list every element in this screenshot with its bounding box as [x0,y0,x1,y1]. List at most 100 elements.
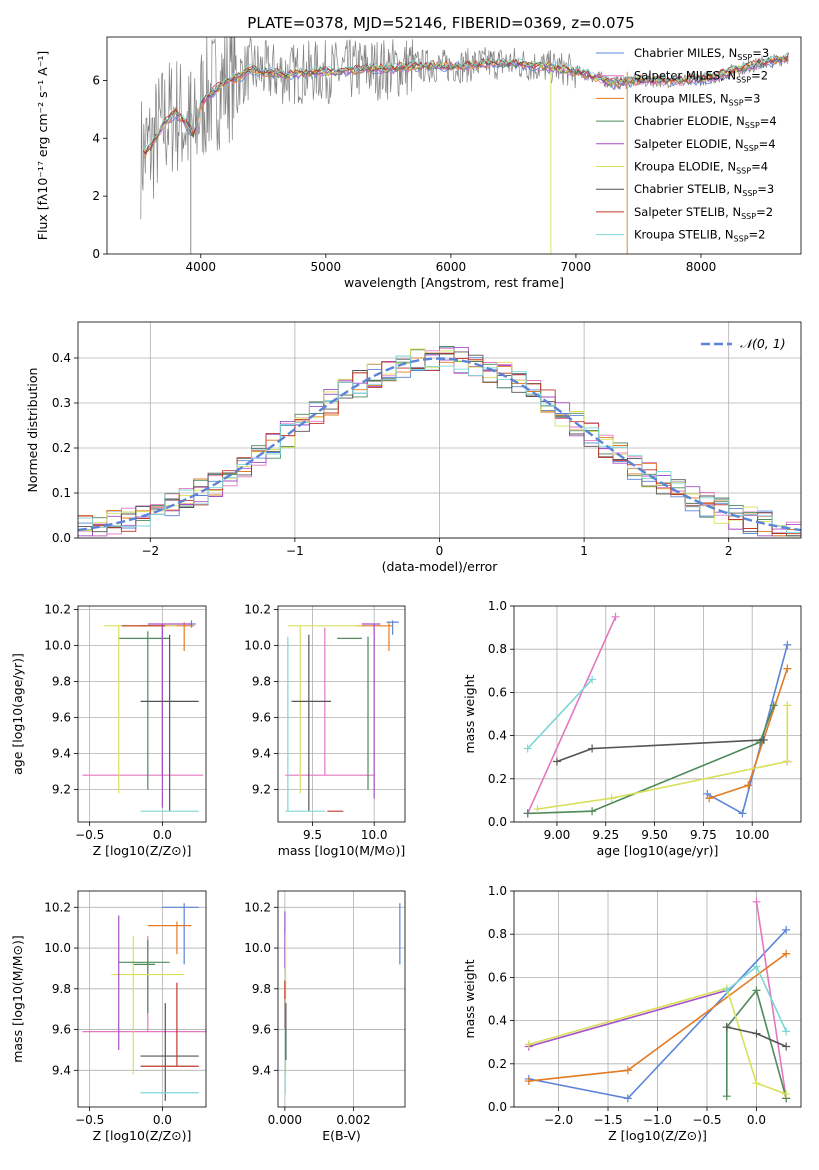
legend-nssp: =2 [756,205,773,219]
legend-nssp: =4 [751,160,768,174]
weight-marker [523,744,532,753]
legend-name: Chabrier MILES, N [634,46,737,60]
y-tick-label: 1.0 [488,884,507,898]
legend-name: Salpeter STELIB, N [634,205,741,219]
x-tick-label: −0.5 [75,828,104,842]
plot-area [284,903,401,1095]
legend-name: Kroupa STELIB, N [634,228,734,242]
x-tick-label: 10.0 [361,828,388,842]
legend-nssp: =4 [759,137,776,151]
y-tick-label: 9.4 [52,1063,71,1077]
legend-nssp: =3 [757,182,774,196]
normal-curve [78,357,801,532]
weight-marker [611,612,620,621]
x-axis-label: Z [log10(Z/Z⊙)] [93,843,192,858]
y-tick-label: 0.3 [52,396,71,410]
residual-histogram [78,346,801,537]
weight-line [537,705,789,810]
legend-name: Chabrier STELIB, N [634,182,742,196]
legend-nssp: =4 [760,114,777,128]
weight-marker [782,925,791,934]
y-tick-label: 0.4 [488,1014,507,1028]
legend-subscript: SSP [736,76,751,85]
plot-area [523,612,792,818]
y-tick-label: 4 [92,131,100,145]
weight-line [527,705,775,815]
x-tick-label: 9.50 [641,828,668,842]
y-tick-label: 1.0 [488,599,507,613]
y-tick-label: 0.8 [488,927,507,941]
x-tick-label: 6000 [436,260,467,274]
y-tick-label: 0.2 [52,441,71,455]
legend-nssp: =2 [751,69,768,83]
legend-entry: Chabrier STELIB, NSSP=3 [634,182,774,198]
y-tick-label: 0.4 [52,351,71,365]
weight-marker [752,1029,761,1038]
x-tick-label: −2.0 [544,1113,573,1127]
legend-entry: Kroupa ELODIE, NSSP=4 [634,160,768,176]
y-axis-label: mass weight [462,959,477,1038]
y-tick-label: 10.0 [44,639,71,653]
plot-area [82,903,206,1101]
x-tick-label: 0.002 [336,1113,370,1127]
weight-line [726,988,787,1099]
y-tick-label: 10.2 [44,603,71,617]
x-tick-label: 0.000 [268,1113,302,1127]
y-tick-label: 9.4 [52,747,71,761]
weight-marker [623,1066,632,1075]
panel-z-age: −0.5 0.0 9.2 9.4 9.6 9.8 10.0 10.2 Z [log10(Z/Z⊙… [10,603,207,858]
x-tick-label: −0.5 [692,1113,721,1127]
y-tick-label: 9.4 [252,1063,271,1077]
y-tick-label: 0.6 [488,685,507,699]
panel-z-mass: −0.5 0.0 9.4 9.6 9.8 10.0 10.2 Z [log10(Z/Z⊙)] m… [10,890,207,1143]
y-axis-label: Normed distribution [25,368,40,493]
plot-area [285,620,399,812]
panel-mass-age: 9.5 10.0 9.2 9.4 9.6 9.8 10.0 10.2 mass [log10(M… [244,603,406,858]
legend-subscript: SSP [744,144,759,153]
panel-age-weight: 9.00 9.25 9.50 9.75 10.00 0.0 0.2 0.4 0.6 0.8 1.0 a… [462,599,802,858]
legend-subscript: SSP [745,121,760,130]
weight-marker [744,781,753,790]
x-tick-label: −0.5 [75,1113,104,1127]
axes-frame [77,605,207,823]
legend-name: Kroupa MILES, N [634,91,729,105]
y-tick-label: 9.2 [52,783,71,797]
x-tick-label: 7000 [561,260,592,274]
model-spectrum [142,53,789,154]
residual-histogram [78,352,801,535]
weight-marker [523,809,532,818]
y-tick-label: 2 [92,189,100,203]
x-tick-label: 9.00 [544,828,571,842]
y-tick-label: 9.8 [252,982,271,996]
legend-entry: Chabrier MILES, NSSP=3 [634,46,769,62]
x-axis-label: wavelength [Angstrom, rest frame] [344,275,564,290]
weight-marker [783,701,792,710]
weight-line [556,739,764,763]
plot-area [524,897,791,1103]
weight-marker [533,805,542,814]
y-axis-label: mass [log10(M/M⊙)] [10,935,25,1063]
y-tick-label: 0.6 [488,970,507,984]
plot-area [82,620,204,812]
x-axis-label: age [log10(age/yr)] [597,843,719,858]
y-tick-label: 9.8 [252,675,271,689]
legend-entry: Kroupa STELIB, NSSP=2 [634,228,765,244]
weight-marker [782,949,791,958]
x-tick-label: 5000 [311,260,342,274]
weight-marker [782,1027,791,1036]
weight-marker [782,1042,791,1051]
axes-frame [513,605,802,823]
legend-nssp: =2 [749,228,766,242]
panel-z-weight: −2.0 −1.5 −1.0 −0.5 0.0 0.0 0.2 0.4 0.6 0.8 1.0 Z [… [462,884,802,1143]
y-tick-label: 0.4 [488,729,507,743]
x-tick-label: 9.75 [690,828,717,842]
y-tick-label: 9.2 [252,783,271,797]
weight-line [526,616,617,814]
x-tick-label: 9.25 [592,828,619,842]
weight-marker [703,789,712,798]
x-tick-label: 0.0 [153,828,172,842]
weight-marker [524,1077,533,1086]
legend-subscript: SSP [742,189,757,198]
y-tick-label: 10.0 [244,639,271,653]
